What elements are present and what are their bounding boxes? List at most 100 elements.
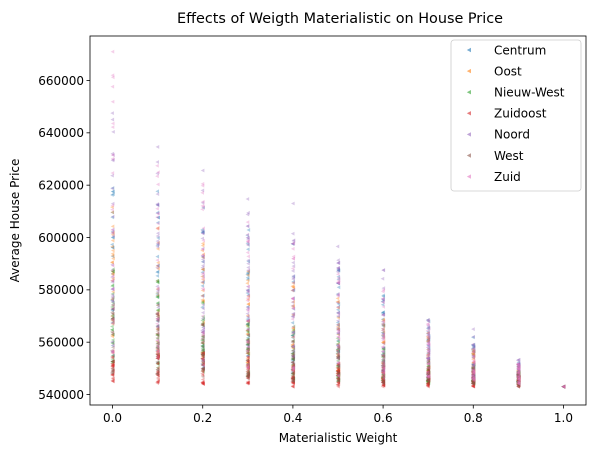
data-point xyxy=(246,348,250,353)
data-point xyxy=(516,362,520,367)
data-point xyxy=(336,339,340,344)
data-point xyxy=(291,381,295,386)
data-point xyxy=(246,318,250,323)
data-point xyxy=(336,369,341,374)
data-point xyxy=(245,339,250,344)
data-point xyxy=(470,351,475,356)
data-point xyxy=(517,375,521,379)
data-point xyxy=(110,230,115,235)
data-point xyxy=(380,370,385,375)
data-point xyxy=(516,379,521,384)
data-point xyxy=(110,324,114,329)
data-point xyxy=(516,374,520,379)
data-point xyxy=(470,370,475,374)
data-point xyxy=(111,372,115,376)
data-point xyxy=(290,344,295,349)
data-point xyxy=(561,384,565,389)
data-point xyxy=(201,360,205,365)
data-point xyxy=(335,382,340,387)
data-point xyxy=(426,373,430,378)
data-point xyxy=(156,242,160,247)
x-tick-label: 0.4 xyxy=(283,411,302,425)
data-point xyxy=(155,221,160,226)
data-point xyxy=(471,376,476,380)
data-point xyxy=(200,337,204,342)
data-point xyxy=(110,201,115,206)
data-point xyxy=(291,281,295,285)
data-point xyxy=(471,357,475,362)
data-point xyxy=(426,371,431,376)
data-point xyxy=(290,362,295,367)
data-point xyxy=(200,341,204,346)
data-point xyxy=(200,293,204,298)
data-point xyxy=(471,368,475,373)
data-point xyxy=(290,379,295,384)
data-point xyxy=(291,364,295,369)
data-point xyxy=(290,241,295,246)
data-point xyxy=(471,363,475,368)
data-point xyxy=(245,318,250,323)
data-point xyxy=(110,278,114,283)
data-point xyxy=(335,348,340,353)
data-point xyxy=(471,349,476,354)
data-point xyxy=(110,359,114,364)
data-point xyxy=(471,381,476,385)
data-point xyxy=(516,373,520,378)
data-point xyxy=(516,372,520,377)
data-point xyxy=(291,356,295,361)
data-point xyxy=(516,364,521,369)
data-point xyxy=(336,380,341,385)
data-point xyxy=(245,314,250,319)
data-point xyxy=(336,310,340,315)
data-point xyxy=(471,381,476,385)
data-point xyxy=(200,356,205,361)
data-point xyxy=(426,378,430,383)
data-point xyxy=(380,299,385,304)
data-point xyxy=(561,384,566,389)
data-point xyxy=(335,265,340,270)
data-point xyxy=(200,369,205,374)
data-point xyxy=(426,382,430,387)
data-point xyxy=(290,376,295,381)
data-point xyxy=(245,349,250,354)
data-point xyxy=(336,345,340,349)
data-point xyxy=(155,332,159,337)
data-point xyxy=(111,153,115,158)
data-point xyxy=(155,335,160,340)
data-point xyxy=(245,291,250,295)
data-point xyxy=(201,314,205,319)
data-point xyxy=(381,381,386,386)
data-point xyxy=(156,355,160,359)
data-point xyxy=(155,215,159,220)
data-point xyxy=(336,307,340,312)
data-point xyxy=(381,368,386,372)
data-point xyxy=(201,382,205,386)
data-point xyxy=(110,368,115,373)
data-point xyxy=(110,287,114,292)
data-point xyxy=(381,323,386,328)
data-point xyxy=(471,354,476,358)
data-point xyxy=(201,317,206,322)
data-point xyxy=(516,375,520,380)
data-point xyxy=(336,261,340,266)
data-point xyxy=(471,377,476,382)
data-point xyxy=(471,367,476,371)
data-point xyxy=(335,293,340,298)
data-point xyxy=(110,316,115,321)
data-point xyxy=(426,335,431,340)
data-point xyxy=(110,364,115,369)
data-point xyxy=(470,365,475,370)
data-point xyxy=(110,307,115,311)
data-point xyxy=(516,370,520,375)
data-point xyxy=(380,361,385,365)
legend-label-centrum: Centrum xyxy=(494,43,546,57)
data-point xyxy=(155,312,159,317)
data-point xyxy=(381,268,386,272)
data-point xyxy=(336,382,341,386)
data-point xyxy=(471,379,476,384)
data-point xyxy=(471,377,476,382)
data-point xyxy=(245,339,250,343)
data-point xyxy=(156,307,160,312)
data-point xyxy=(336,346,341,351)
legend-marker-oost xyxy=(466,68,471,74)
